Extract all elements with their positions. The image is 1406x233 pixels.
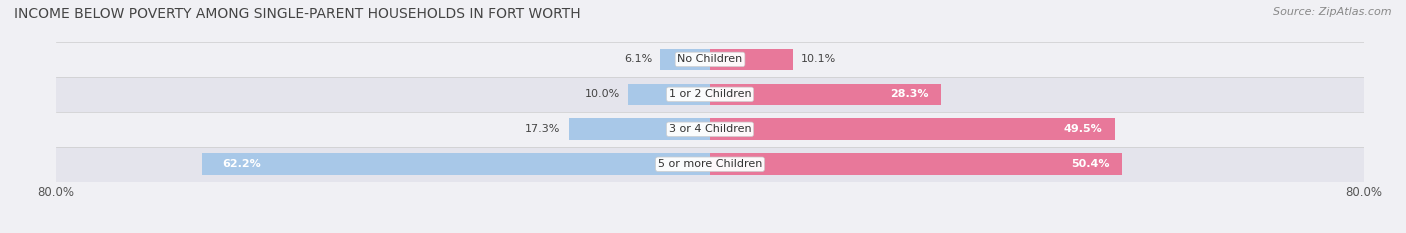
Text: 1 or 2 Children: 1 or 2 Children bbox=[669, 89, 751, 99]
Text: INCOME BELOW POVERTY AMONG SINGLE-PARENT HOUSEHOLDS IN FORT WORTH: INCOME BELOW POVERTY AMONG SINGLE-PARENT… bbox=[14, 7, 581, 21]
Text: 10.1%: 10.1% bbox=[801, 55, 837, 64]
Bar bbox=[56, 77, 1364, 112]
Text: Source: ZipAtlas.com: Source: ZipAtlas.com bbox=[1274, 7, 1392, 17]
Bar bbox=[201, 154, 710, 175]
Text: 50.4%: 50.4% bbox=[1071, 159, 1109, 169]
Bar bbox=[56, 112, 1364, 147]
Text: 3 or 4 Children: 3 or 4 Children bbox=[669, 124, 751, 134]
Bar bbox=[56, 42, 1364, 77]
Bar bbox=[710, 84, 941, 105]
Text: 49.5%: 49.5% bbox=[1063, 124, 1102, 134]
Text: 28.3%: 28.3% bbox=[890, 89, 929, 99]
Text: 62.2%: 62.2% bbox=[222, 159, 262, 169]
Bar bbox=[661, 49, 710, 70]
Text: No Children: No Children bbox=[678, 55, 742, 64]
Bar bbox=[628, 84, 710, 105]
Bar bbox=[710, 49, 793, 70]
Bar bbox=[568, 118, 710, 140]
Bar bbox=[56, 147, 1364, 182]
Text: 10.0%: 10.0% bbox=[585, 89, 620, 99]
Bar bbox=[710, 154, 1122, 175]
Text: 17.3%: 17.3% bbox=[524, 124, 561, 134]
Bar bbox=[710, 118, 1115, 140]
Text: 6.1%: 6.1% bbox=[624, 55, 652, 64]
Text: 5 or more Children: 5 or more Children bbox=[658, 159, 762, 169]
